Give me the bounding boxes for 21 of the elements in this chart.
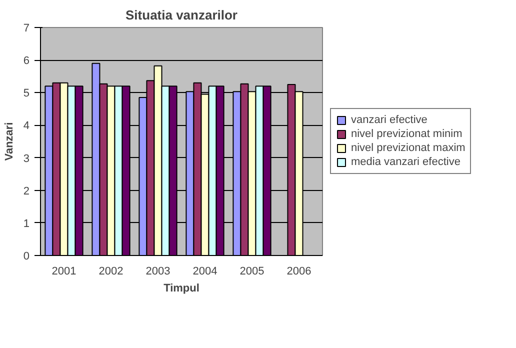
x-tick-label: 2004 xyxy=(192,266,218,278)
y-tick-label: 3 xyxy=(23,152,30,165)
x-tick-label: 2001 xyxy=(52,266,76,278)
chart-title: Situatia vanzarilor xyxy=(126,8,238,22)
x-tick-label: 2005 xyxy=(240,266,264,278)
y-tick-label: 0 xyxy=(23,250,30,262)
legend-label: nivel previzionat maxim xyxy=(351,142,466,154)
y-tick-label: 1 xyxy=(23,218,30,230)
y-tick-label: 4 xyxy=(23,120,30,132)
x-axis-title: Timpul xyxy=(164,282,200,294)
legend-label: media vanzari efective xyxy=(351,156,460,168)
legend-label: nivel previzionat minim xyxy=(351,128,462,140)
y-tick-label: 5 xyxy=(23,88,30,100)
legend-label: vanzari efective xyxy=(351,114,428,126)
y-axis-title: Vanzari xyxy=(3,122,16,161)
x-tick-label: 2003 xyxy=(146,266,170,278)
x-tick-label: 2002 xyxy=(98,266,124,278)
y-tick-label: 2 xyxy=(23,185,30,198)
x-tick-label: 2006 xyxy=(286,266,312,278)
y-tick-label: 7 xyxy=(23,22,30,34)
y-tick-label: 6 xyxy=(23,55,30,68)
